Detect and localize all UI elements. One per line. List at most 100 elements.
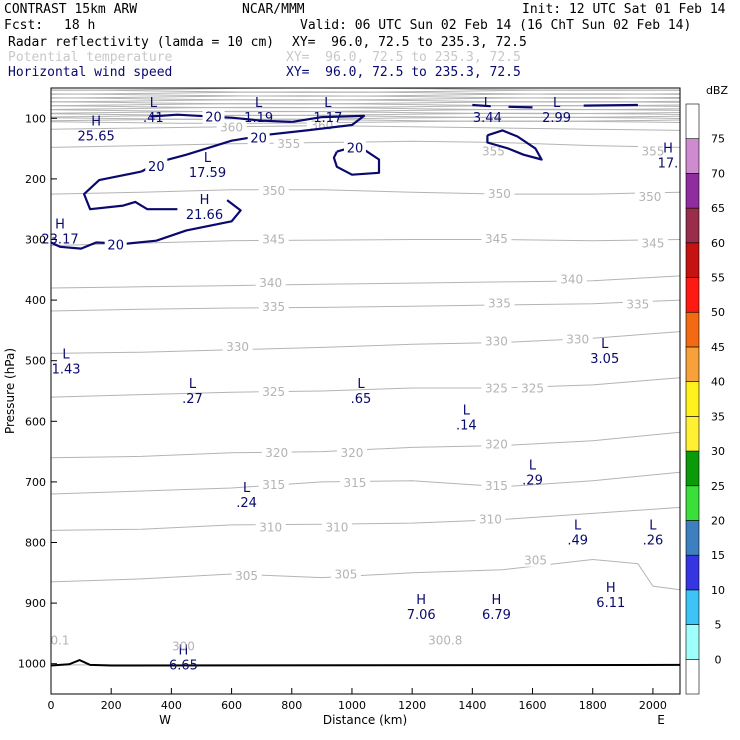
x-tick-label: 1200 [398,699,426,712]
theta-contour-320 [51,431,680,459]
theta-label: 350 [488,187,511,201]
theta-label: 355 [641,145,664,159]
theta-label: 320 [341,446,364,460]
colorbar-level-label: 65 [711,202,725,215]
colorbar-swatch [685,485,700,521]
colorbar-swatch [685,207,700,244]
theta-label-bg [336,444,367,459]
theta-label-bg [330,566,361,581]
extremum-value: .49 [567,534,588,549]
extremum-low-marker: L [255,96,263,111]
theta-upper-contour [51,112,680,117]
extremum-low-marker: L [204,151,212,166]
theta-label-bg [637,235,668,250]
colorbar-unit: dBZ [706,84,729,97]
y-tick-label: 1000 [18,658,46,671]
theta-label-bg [556,271,587,286]
extremum-high-marker: H [55,217,65,232]
extremum-value: 21.66 [186,208,223,223]
colorbar-level-label: 35 [711,410,725,423]
extremum-value: .14 [456,418,477,433]
colorbar-level-label: 30 [711,445,725,458]
y-tick-label: 100 [25,112,46,125]
theta-contour-350 [51,189,680,195]
theta-label-bg [481,230,512,245]
colorbar-level-label: 75 [711,133,725,146]
extremum-high-marker: H [416,593,426,608]
extremum-high-marker: H [91,114,101,129]
theta-label-bg [222,338,253,353]
theta-label: 350 [262,184,285,198]
extremum-value: .41 [143,111,164,126]
x-axis-title: Distance (km) [323,713,407,727]
theta-label: 355 [277,137,300,151]
colorbar-swatch [685,554,700,591]
theta-contour-305 [51,558,680,591]
x-tick-label: 0 [48,699,55,712]
theta-label-bg [231,567,262,582]
theta-label-bg [481,436,512,451]
theta-label-bg [273,135,304,150]
theta-upper-contour [51,120,680,124]
x-tick-label: 1600 [519,699,547,712]
theta-label-bg [258,298,289,313]
theta-label-bg [258,183,289,198]
wind-contour-20 [508,105,533,109]
extremum-low-marker: L [574,519,582,534]
wind-label-bg [343,140,366,155]
colorbar-swatch [685,450,700,487]
theta-contour-325 [51,377,680,398]
edge-theta-label: 300 [172,639,195,653]
theta-label: 305 [235,569,258,583]
x-tick-label: 800 [281,699,302,712]
theta-label: 320 [485,437,508,451]
field-theta-xy: XY= 96.0, 72.5 to 235.3, 72.5 [286,50,521,65]
x-tick-label: 200 [101,699,122,712]
theta-label-bg [481,380,512,395]
extremum-high-marker: H [606,581,616,596]
wind-contour-20 [486,129,543,161]
field-reflectivity-name: Radar reflectivity (lamda = 10 cm) [8,35,275,50]
theta-label: 330 [485,334,508,348]
theta-label: 345 [485,232,508,246]
x-tick-label: 1400 [458,699,486,712]
theta-label-bg [520,552,551,567]
extremum-value: 2.99 [542,111,571,126]
model-title: CONTRAST 15km ARW [4,2,138,17]
theta-label: 340 [259,276,282,290]
wind-contour-20 [150,113,292,123]
colorbar-swatch [685,658,700,695]
theta-label-bg [562,331,593,346]
extremum-low-marker: L [324,96,332,111]
colorbar-swatch [685,381,700,417]
extremum-low-marker: L [357,377,365,392]
wind-contour-label: 20 [250,131,267,146]
y-axis-title: Pressure (hPa) [3,348,17,434]
terrain-line [51,659,680,667]
wind-contour-20 [83,170,178,211]
wind-contour-label: 20 [347,142,364,157]
y-tick-label: 400 [25,294,46,307]
extremum-low-marker: L [189,377,197,392]
theta-label: 300.8 [428,634,462,648]
wind-contour-label: 20 [107,239,124,254]
wind-contour-20 [140,114,366,173]
theta-label: 350 [638,190,661,204]
center-name: NCAR/MMM [242,2,305,17]
x-tick-label: 1000 [338,699,366,712]
fcst-label: Fcst: [4,18,44,33]
theta-label: 305 [524,554,547,568]
valid-time: Valid: 06 UTC Sun 02 Feb 14 (16 ChT Sun … [300,18,692,33]
extremum-low-marker: L [62,348,70,363]
theta-label: 345 [641,237,664,251]
theta-label-bg [261,444,292,459]
extremum-low-marker: L [649,519,657,534]
theta-label: 360 [220,120,243,134]
extremum-value: 3.05 [590,352,619,367]
extremum-value: 17.59 [189,166,226,181]
colorbar-swatch [685,624,700,660]
field-wind-name: Horizontal wind speed [8,65,173,80]
extremum-value: .29 [522,474,543,489]
theta-label-bg [258,231,289,246]
theta-label-bg [258,384,289,399]
